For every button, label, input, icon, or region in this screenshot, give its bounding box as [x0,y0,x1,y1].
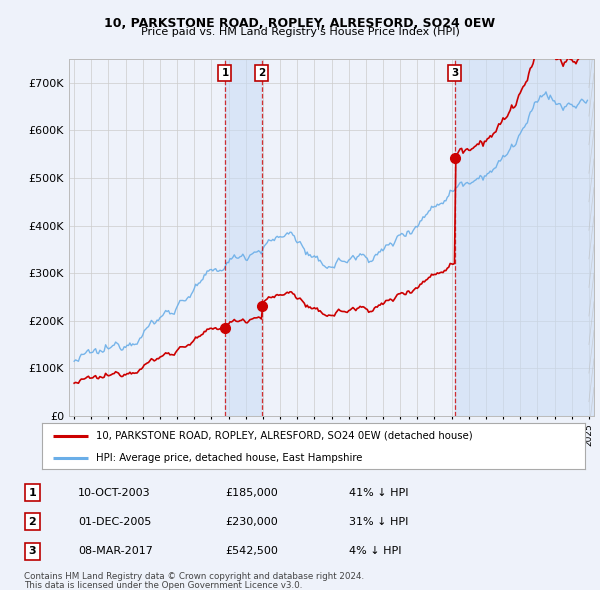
Text: HPI: Average price, detached house, East Hampshire: HPI: Average price, detached house, East… [97,453,362,463]
Text: 08-MAR-2017: 08-MAR-2017 [78,546,153,556]
Text: £185,000: £185,000 [225,488,278,497]
Text: 10, PARKSTONE ROAD, ROPLEY, ALRESFORD, SO24 0EW: 10, PARKSTONE ROAD, ROPLEY, ALRESFORD, S… [104,17,496,30]
Text: 3: 3 [28,546,36,556]
Bar [225,59,262,416]
Text: 01-DEC-2005: 01-DEC-2005 [78,517,152,527]
Text: 2: 2 [258,68,265,78]
Text: £230,000: £230,000 [225,517,278,527]
Text: Price paid vs. HM Land Registry's House Price Index (HPI): Price paid vs. HM Land Registry's House … [140,27,460,37]
Text: 4% ↓ HPI: 4% ↓ HPI [349,546,401,556]
Text: £542,500: £542,500 [225,546,278,556]
Text: 2: 2 [28,517,36,527]
Text: 10, PARKSTONE ROAD, ROPLEY, ALRESFORD, SO24 0EW (detached house): 10, PARKSTONE ROAD, ROPLEY, ALRESFORD, S… [97,431,473,441]
Text: 41% ↓ HPI: 41% ↓ HPI [349,488,409,497]
Bar [455,59,594,416]
Text: 31% ↓ HPI: 31% ↓ HPI [349,517,409,527]
Text: 3: 3 [451,68,458,78]
Text: 1: 1 [221,68,229,78]
Text: Contains HM Land Registry data © Crown copyright and database right 2024.: Contains HM Land Registry data © Crown c… [24,572,364,581]
Text: 10-OCT-2003: 10-OCT-2003 [78,488,151,497]
Text: This data is licensed under the Open Government Licence v3.0.: This data is licensed under the Open Gov… [24,581,302,589]
Text: 1: 1 [28,488,36,497]
